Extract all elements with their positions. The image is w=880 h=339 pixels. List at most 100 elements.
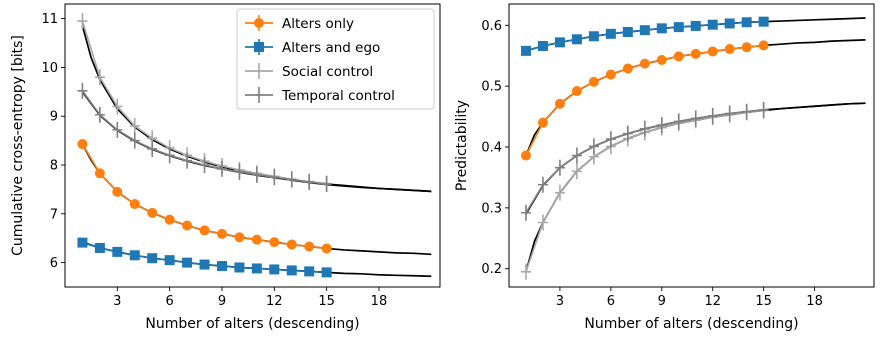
p1-point-temporal-control <box>605 131 616 148</box>
legend-label: Temporal control <box>281 88 395 104</box>
p1-point-alters-and-ego <box>639 25 650 36</box>
p1-point-alters-only <box>639 58 650 69</box>
p0-point-temporal-control <box>112 121 123 138</box>
p0-x-tick-label: 3 <box>113 294 121 309</box>
p1-point-alters-only <box>690 48 701 59</box>
p0-point-alters-only <box>199 225 210 236</box>
p0-point-alters-only <box>251 234 262 245</box>
p0-x-tick-label: 12 <box>266 294 283 309</box>
p0-series-alters-only <box>77 139 332 254</box>
p1-x-tick-label: 3 <box>556 294 564 309</box>
p1-point-temporal-control <box>758 101 769 118</box>
p1-point-alters-only <box>520 150 531 161</box>
p1-point-alters-and-ego <box>622 26 633 37</box>
p1-x-tick-label: 12 <box>704 294 721 309</box>
p0-point-alters-only <box>304 241 315 252</box>
p1-point-alters-and-ego <box>554 37 565 48</box>
p1-point-alters-only <box>622 63 633 74</box>
p0-point-temporal-control <box>269 169 280 186</box>
p1-point-temporal-control <box>724 105 735 122</box>
p1-point-alters-only <box>656 54 667 65</box>
p0-point-temporal-control <box>234 163 245 180</box>
p1-y-tick-label: 0.4 <box>481 141 502 156</box>
p1-point-alters-only <box>724 44 735 55</box>
p1-point-alters-and-ego <box>707 19 718 30</box>
p0-point-alters-only <box>234 232 245 243</box>
p0-point-alters-and-ego <box>94 242 105 253</box>
p0-point-alters-and-ego <box>321 267 332 278</box>
left-chart-cross-entropy: 3 6 9 12 15 18 6 7 8 9 10 11 Number of alters (desce… <box>10 3 441 332</box>
p1-x-tick-label: 9 <box>658 294 666 309</box>
p0-x-tick-label: 15 <box>318 294 335 309</box>
p0-point-alters-and-ego <box>112 246 123 257</box>
p0-point-social-control <box>94 69 105 86</box>
p1-y-tick-label: 0.5 <box>481 80 502 95</box>
p1-point-alters-and-ego <box>571 34 582 45</box>
legend-label: Alters and ego <box>282 40 380 56</box>
p1-series-alters-and-ego <box>520 16 769 56</box>
p1-point-social-control <box>537 214 548 231</box>
p1-point-alters-and-ego <box>690 20 701 31</box>
p0-point-social-control <box>129 117 140 134</box>
p0-point-alters-only <box>94 168 105 179</box>
p1-y-axis-label: Predictability <box>454 100 470 191</box>
p1-point-alters-only <box>605 69 616 80</box>
p1-x-tick-label: 18 <box>806 294 823 309</box>
p0-point-alters-and-ego <box>129 250 140 261</box>
p0-x-tick-label: 18 <box>371 294 388 309</box>
p0-point-alters-and-ego <box>216 261 227 272</box>
p1-y-tick-label: 0.6 <box>481 19 502 34</box>
p1-point-alters-only <box>554 98 565 109</box>
p1-point-social-control <box>554 184 565 201</box>
p1-y-tick-label: 0.3 <box>481 201 502 216</box>
p0-plot-frame <box>64 3 441 288</box>
p0-point-temporal-control <box>147 140 158 157</box>
p0-point-alters-and-ego <box>199 259 210 270</box>
p0-point-alters-only <box>77 139 88 150</box>
p0-point-social-control <box>77 13 88 30</box>
p0-point-alters-only <box>216 228 227 239</box>
legend-frame <box>236 8 435 110</box>
p1-plot-frame <box>508 3 875 288</box>
p1-point-temporal-control <box>673 113 684 130</box>
p0-point-temporal-control <box>321 176 332 193</box>
legend-entry-alters-only: Alters only <box>245 15 354 32</box>
p0-point-temporal-control <box>286 171 297 188</box>
p1-point-alters-and-ego <box>758 16 769 27</box>
p0-y-axis-label: Cumulative cross-entropy [bits] <box>10 35 26 256</box>
p0-y-tick-label: 6 <box>50 256 58 271</box>
p1-point-alters-and-ego <box>588 31 599 42</box>
p1-point-temporal-control <box>588 138 599 155</box>
p0-point-alters-and-ego <box>286 265 297 276</box>
p1-point-temporal-control <box>639 120 650 137</box>
p0-point-alters-only <box>129 199 140 210</box>
p0-point-temporal-control <box>94 106 105 123</box>
p1-point-temporal-control <box>520 204 531 221</box>
legend-label: Social control <box>282 64 373 80</box>
p0-point-temporal-control <box>199 157 210 174</box>
p1-point-alters-and-ego <box>537 40 548 51</box>
p0-point-social-control <box>112 98 123 115</box>
p1-point-temporal-control <box>741 103 752 120</box>
legend-label: Alters only <box>282 16 354 32</box>
p0-point-alters-and-ego <box>77 237 88 248</box>
p0-point-alters-and-ego <box>304 266 315 277</box>
p0-point-temporal-control <box>216 160 227 177</box>
legend-entry-alters-and-ego: Alters and ego <box>245 39 380 56</box>
p0-point-alters-and-ego <box>269 264 280 275</box>
p0-point-alters-only <box>321 243 332 254</box>
p1-point-temporal-control <box>707 107 718 124</box>
legend: Alters only Alters and ego Social control T… <box>236 8 435 110</box>
legend-entry-temporal-control: Temporal control <box>245 87 395 104</box>
p0-point-alters-only <box>164 214 175 225</box>
p1-point-social-control <box>571 163 582 180</box>
p1-point-temporal-control <box>656 117 667 134</box>
p1-point-temporal-control <box>622 125 633 142</box>
p1-point-alters-and-ego <box>656 23 667 34</box>
p1-series-temporal-control <box>520 101 769 221</box>
p1-point-alters-only <box>707 46 718 57</box>
p1-point-alters-and-ego <box>724 18 735 29</box>
p0-point-temporal-control <box>304 174 315 191</box>
p0-point-alters-and-ego <box>234 262 245 273</box>
